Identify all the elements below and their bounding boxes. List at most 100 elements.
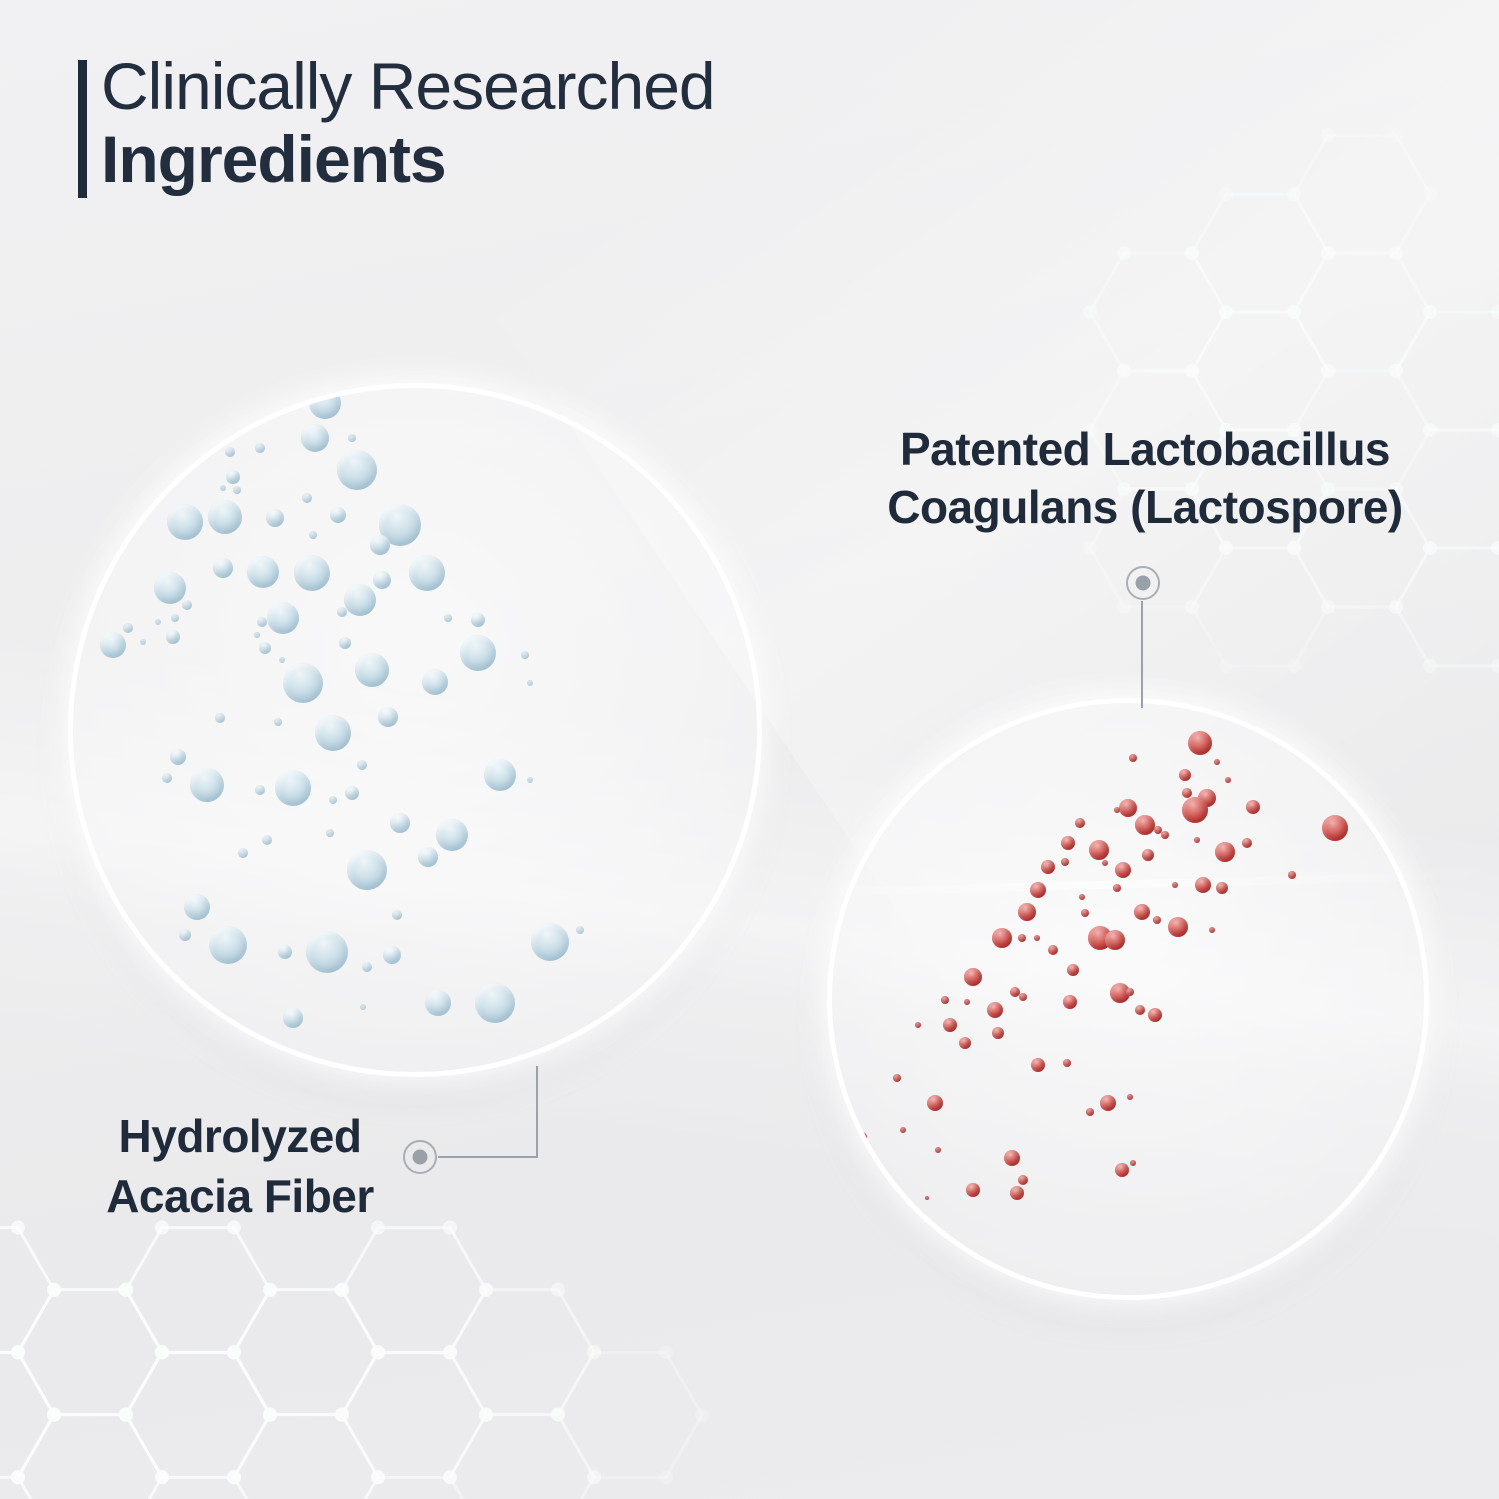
hexagon-vertex-dot bbox=[1423, 423, 1437, 438]
hexagon-vertex-dot bbox=[371, 1220, 385, 1235]
red-droplet bbox=[1041, 859, 1056, 874]
hexagon-outline bbox=[1088, 487, 1228, 609]
hexagon-outline bbox=[1190, 428, 1330, 550]
hexagon-vertex-dot bbox=[1185, 246, 1199, 260]
red-droplet bbox=[1115, 861, 1132, 878]
hexagon-vertex-dot bbox=[1321, 599, 1335, 614]
hexagon-vertex-dot bbox=[1185, 600, 1199, 614]
blue-droplet bbox=[362, 961, 373, 972]
blue-droplet bbox=[170, 749, 187, 766]
red-droplet bbox=[893, 1073, 902, 1082]
blue-droplet bbox=[165, 629, 180, 644]
lactospore-bubble bbox=[832, 703, 1424, 1295]
red-droplet bbox=[1167, 916, 1188, 937]
red-droplet bbox=[963, 968, 982, 987]
hexagon-vertex-dot bbox=[1423, 305, 1437, 320]
red-droplet bbox=[1126, 1094, 1133, 1101]
blue-droplet bbox=[253, 631, 260, 638]
hexagon-vertex-dot bbox=[1491, 305, 1499, 320]
red-droplet bbox=[900, 1126, 907, 1133]
red-droplet bbox=[1099, 1095, 1116, 1112]
hexagon-vertex-dot bbox=[1321, 363, 1335, 378]
hexagon-vertex-dot bbox=[47, 1282, 61, 1297]
red-droplet bbox=[1216, 882, 1229, 895]
red-droplet bbox=[1061, 858, 1070, 867]
hexagon-vertex-dot bbox=[1321, 364, 1335, 378]
red-droplet bbox=[1128, 754, 1137, 763]
hexagon-vertex-dot bbox=[1423, 422, 1437, 437]
red-droplet bbox=[1104, 929, 1125, 950]
hexagon-vertex-dot bbox=[119, 1408, 133, 1422]
hexagon-outline bbox=[232, 1288, 380, 1416]
hexagon-vertex-dot bbox=[1389, 482, 1403, 496]
blue-droplet bbox=[265, 508, 284, 527]
red-droplet bbox=[924, 1195, 929, 1200]
blue-droplet bbox=[392, 909, 403, 920]
acacia-label-line-2: Acacia Fiber bbox=[106, 1170, 374, 1222]
red-droplet bbox=[1194, 836, 1201, 843]
red-droplet bbox=[1134, 1005, 1145, 1016]
blue-droplet bbox=[179, 929, 192, 942]
hexagon-vertex-dot bbox=[47, 1407, 61, 1422]
lactospore-label-line-1: Patented Lactobacillus bbox=[899, 423, 1391, 475]
red-droplet bbox=[1080, 909, 1089, 918]
hexagon-vertex-dot bbox=[587, 1345, 601, 1360]
blue-droplet bbox=[247, 555, 280, 588]
blue-droplet bbox=[266, 601, 299, 634]
red-droplet bbox=[1112, 884, 1121, 893]
blue-droplet bbox=[345, 785, 360, 800]
hexagon-vertex-dot bbox=[551, 1408, 565, 1422]
blue-droplet bbox=[339, 637, 352, 650]
blue-droplet bbox=[274, 717, 283, 726]
hexagon-vertex-dot bbox=[1219, 305, 1233, 320]
red-droplet bbox=[1181, 797, 1208, 824]
red-droplet bbox=[1245, 800, 1260, 815]
red-droplet bbox=[1075, 818, 1086, 829]
blue-droplet bbox=[459, 634, 496, 671]
red-droplet bbox=[1030, 882, 1047, 899]
blue-droplet bbox=[421, 669, 448, 696]
hexagon-vertex-dot bbox=[1491, 540, 1499, 555]
hexagon-vertex-dot bbox=[479, 1407, 493, 1422]
hexagon-vertex-dot bbox=[155, 1470, 169, 1485]
title-accent-bar bbox=[78, 60, 87, 198]
hexagon-vertex-dot bbox=[443, 1470, 457, 1484]
blue-droplet bbox=[314, 714, 351, 751]
blue-droplet bbox=[212, 557, 233, 578]
hexagon-vertex-dot bbox=[1219, 422, 1233, 437]
red-droplet bbox=[965, 1183, 980, 1198]
red-droplet bbox=[1101, 859, 1108, 866]
red-droplet bbox=[1010, 1186, 1025, 1201]
hexagon-vertex-dot bbox=[1117, 246, 1131, 261]
hexagon-vertex-dot bbox=[479, 1282, 493, 1297]
red-droplet bbox=[1153, 916, 1161, 925]
hexagon-vertex-dot bbox=[1287, 423, 1301, 438]
blue-droplet bbox=[182, 599, 193, 610]
blue-droplet bbox=[530, 923, 569, 962]
hexagon-vertex-dot bbox=[263, 1282, 277, 1297]
hexagon-vertex-dot bbox=[1321, 482, 1335, 497]
blue-droplet bbox=[348, 433, 357, 442]
hexagon-vertex-dot bbox=[1117, 364, 1131, 379]
hexagon-vertex-dot bbox=[659, 1345, 673, 1360]
blue-droplet bbox=[279, 657, 286, 664]
hexagon-outline bbox=[1190, 310, 1330, 432]
hexagon-vertex-dot bbox=[695, 1408, 709, 1422]
red-droplet bbox=[1142, 849, 1155, 862]
lactospore-leader-line bbox=[1141, 601, 1143, 708]
red-droplet bbox=[1178, 769, 1191, 782]
hexagon-vertex-dot bbox=[1287, 305, 1301, 320]
blue-droplet bbox=[283, 1007, 304, 1028]
blue-droplet bbox=[122, 623, 133, 634]
hexagon-vertex-dot bbox=[1491, 658, 1499, 673]
hexagon-vertex-dot bbox=[1287, 541, 1301, 556]
hexagon-vertex-dot bbox=[1287, 540, 1301, 555]
red-droplet bbox=[1195, 876, 1212, 893]
hexagon-vertex-dot bbox=[1287, 187, 1301, 202]
blue-droplet bbox=[262, 835, 273, 846]
hexagon-vertex-dot bbox=[1321, 245, 1335, 260]
blue-droplet bbox=[354, 652, 389, 687]
hexagon-vertex-dot bbox=[1185, 481, 1199, 496]
hexagon-outline bbox=[1394, 546, 1499, 668]
